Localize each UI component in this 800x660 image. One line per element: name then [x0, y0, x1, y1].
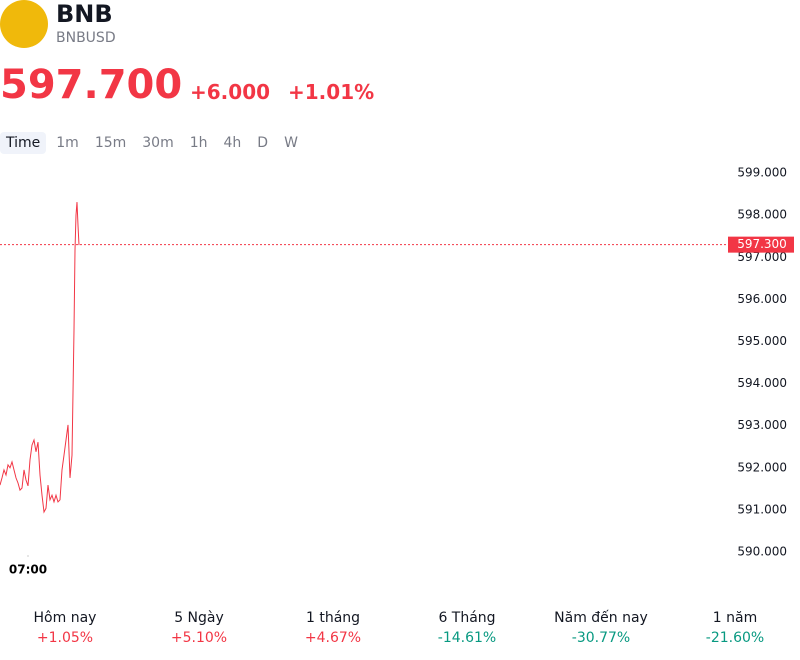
period-change: +5.10%	[170, 630, 228, 646]
period-label: Hôm nay	[33, 610, 97, 626]
last-price-box	[728, 236, 794, 253]
tab[interactable]: 30m	[142, 135, 174, 151]
tabs: Time 1m 15m 30m 1h 4h D W	[0, 132, 304, 154]
y-tick-label: 591.000	[737, 502, 787, 516]
tab[interactable]: D	[257, 135, 269, 151]
tab[interactable]: 1h	[189, 135, 208, 151]
tab[interactable]: 4h	[223, 135, 242, 151]
period[interactable]: 1 tháng +4.67%	[268, 610, 398, 646]
period-label: Năm đến nay	[554, 610, 648, 626]
y-tick-label: 590.000	[737, 545, 787, 559]
period-change: -14.61%	[437, 630, 497, 646]
asset-name: BNB	[56, 0, 113, 28]
x-tick-label: 07:00	[9, 563, 47, 577]
period-label: 1 tháng	[305, 610, 361, 626]
y-tick-label: 593.000	[737, 418, 787, 432]
period-label: 1 năm	[712, 610, 758, 626]
y-tick-label: 597.000	[737, 250, 787, 264]
tab[interactable]: W	[284, 135, 298, 151]
periods: Hôm nay +1.05% 5 Ngày +5.10% 1 tháng +4.67% 6 …	[0, 610, 800, 646]
chart: 07:00 590.000 591.000 592.000 593.000 594.00…	[0, 166, 794, 577]
change: +6.000	[190, 80, 271, 104]
last-price-label: 597.300	[737, 237, 787, 251]
y-tick-label: 592.000	[737, 460, 787, 474]
y-tick-label: 599.000	[737, 166, 787, 180]
y-tick-label: 594.000	[737, 376, 787, 390]
period-change: -30.77%	[571, 630, 631, 646]
tab[interactable]: 1m	[56, 135, 79, 151]
y-tick-label: 598.000	[737, 208, 787, 222]
period-change: +1.05%	[36, 630, 94, 646]
period-change: -21.60%	[705, 630, 765, 646]
period[interactable]: 6 Tháng -14.61%	[402, 610, 532, 646]
logo	[0, 0, 48, 48]
asset-symbol: BNBUSD	[56, 30, 116, 46]
period[interactable]: 5 Ngày +5.10%	[134, 610, 264, 646]
tab[interactable]: Time	[0, 132, 47, 154]
tab[interactable]: 15m	[94, 135, 127, 151]
price: 597.700	[0, 62, 183, 108]
y-tick-label: 596.000	[737, 292, 787, 306]
period[interactable]: Hôm nay +1.05%	[0, 610, 130, 646]
period-label: 5 Ngày	[174, 610, 224, 626]
period[interactable]: Năm đến nay -30.77%	[536, 610, 666, 646]
y-tick-label: 595.000	[737, 334, 787, 348]
period-label: 6 Tháng	[438, 610, 496, 626]
period-change: +4.67%	[304, 630, 362, 646]
price-line	[0, 202, 80, 514]
change-percent: +1.01%	[288, 80, 375, 104]
period[interactable]: 1 năm -21.60%	[670, 610, 800, 646]
